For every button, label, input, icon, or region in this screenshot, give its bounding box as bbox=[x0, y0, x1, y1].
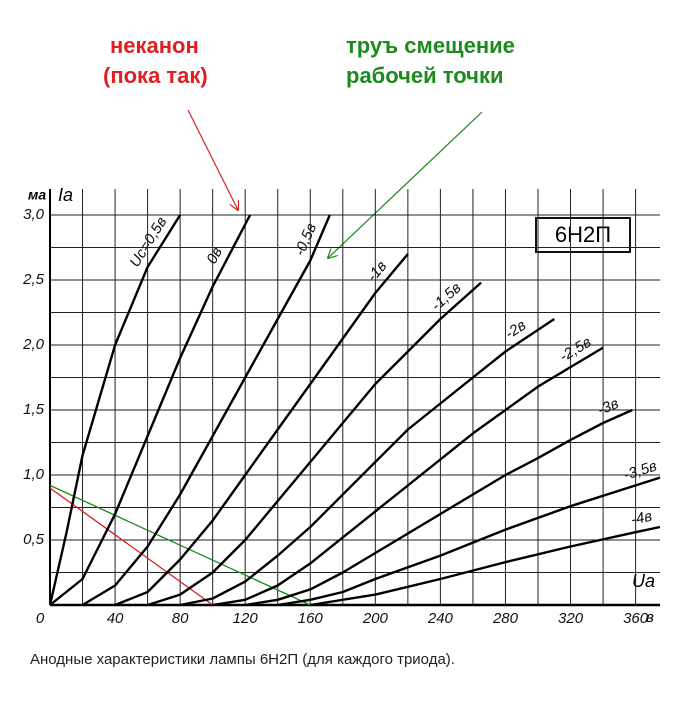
curve bbox=[48, 214, 182, 606]
curve bbox=[81, 214, 331, 607]
chart-title: 6Н2П bbox=[555, 222, 611, 247]
curve-label: -2,5в bbox=[557, 334, 595, 366]
x-tick-label: 0 bbox=[36, 610, 45, 627]
curve-label: -4в bbox=[629, 508, 653, 529]
x-tick-label: 240 bbox=[427, 610, 454, 627]
y-axis-label: Iа bbox=[58, 185, 73, 205]
annotation: (пока так) bbox=[103, 63, 208, 88]
x-tick-label: 40 bbox=[107, 610, 124, 627]
curve bbox=[212, 346, 604, 607]
curve bbox=[245, 408, 633, 607]
x-tick-label: 200 bbox=[362, 610, 389, 627]
arrow bbox=[187, 109, 238, 210]
x-tick-label: 120 bbox=[233, 610, 259, 627]
y-tick-label: 2,5 bbox=[22, 271, 45, 288]
curve-label: -1,5в bbox=[428, 279, 465, 314]
curve bbox=[49, 214, 252, 606]
curve bbox=[114, 253, 409, 607]
x-tick-label: 160 bbox=[298, 610, 324, 627]
x-tick-label: 280 bbox=[492, 610, 519, 627]
y-unit: ма bbox=[28, 187, 46, 203]
curve bbox=[147, 281, 482, 607]
y-tick-label: 0,5 bbox=[23, 531, 45, 548]
caption: Анодные характеристики лампы 6Н2П (для к… bbox=[30, 651, 455, 668]
annotation: неканон bbox=[110, 33, 199, 58]
y-tick-label: 3,0 bbox=[23, 206, 45, 223]
x-unit: в bbox=[646, 609, 654, 626]
y-tick-label: 1,0 bbox=[23, 466, 45, 483]
load-line bbox=[49, 484, 311, 606]
x-axis-label: Uа bbox=[632, 571, 655, 591]
curve-label: -0,5в bbox=[291, 221, 320, 259]
y-tick-label: 2,0 bbox=[22, 336, 45, 353]
title-box bbox=[535, 217, 631, 253]
x-tick-label: 80 bbox=[172, 610, 189, 627]
curve bbox=[179, 318, 555, 607]
curve bbox=[277, 476, 661, 607]
curve-label: 0в bbox=[203, 244, 226, 266]
load-line bbox=[49, 487, 214, 606]
annotation: труъ смещение bbox=[346, 33, 515, 58]
x-tick-label: 320 bbox=[558, 610, 584, 627]
curve bbox=[310, 525, 661, 607]
arrow bbox=[328, 111, 483, 258]
annotation: рабочей точки bbox=[346, 63, 503, 88]
x-tick-label: 360 bbox=[623, 610, 649, 627]
y-tick-label: 1,5 bbox=[23, 401, 45, 418]
